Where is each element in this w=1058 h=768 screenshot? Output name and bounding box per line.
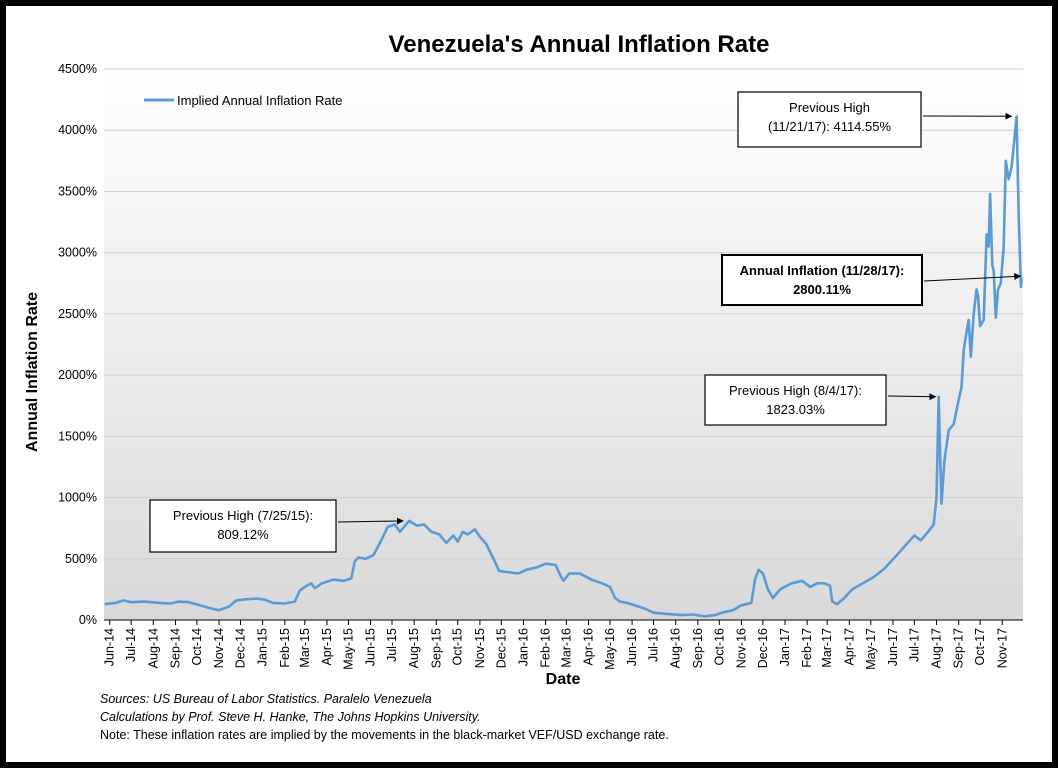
annotations-layer: Previous High (7/25/15):809.12%Previous … <box>149 91 1022 553</box>
chart-title: Venezuela's Annual Inflation Rate <box>389 31 770 58</box>
annotation-text: Previous High (7/25/15): <box>173 508 313 523</box>
x-tick-label: Nov-14 <box>212 628 226 668</box>
y-tick-label: 1500% <box>58 429 97 443</box>
annotation-box <box>704 374 887 426</box>
x-tick-label: Jun-15 <box>364 628 378 666</box>
annotation-callout: Previous High (7/25/15): 809.12% <box>149 499 404 553</box>
series-line <box>104 115 1023 618</box>
x-tick-label: Dec-15 <box>494 628 508 668</box>
x-tick-label: Aug-16 <box>669 628 683 668</box>
x-tick-label: May-17 <box>864 628 878 670</box>
x-tick-label: Oct-16 <box>712 628 726 666</box>
x-tick-label: Oct-14 <box>190 628 204 666</box>
y-tick-label: 2000% <box>58 368 97 382</box>
inflation-chart: Venezuela's Annual Inflation Rate 0% 500%… <box>24 31 1023 686</box>
annotation-text: 1823.03% <box>766 402 825 417</box>
x-tick-label: Jan-17 <box>778 628 792 666</box>
annotation-arrow <box>337 517 404 525</box>
x-tick-label: Apr-17 <box>842 628 856 666</box>
x-tick-label: Apr-15 <box>320 628 334 666</box>
x-tick-label: Jun-16 <box>625 628 639 666</box>
gridlines <box>104 68 1023 560</box>
x-tick-label: Mar-16 <box>559 628 573 668</box>
x-axis-label: Date <box>546 671 581 686</box>
y-axis-ticks: 0% 500% 1000% 1500% 2000% 2500% 3000% 3500% 4000… <box>58 62 97 627</box>
annotation-text: Annual Inflation (11/28/17): <box>740 263 905 278</box>
x-tick-label: Aug-17 <box>930 628 944 668</box>
annotation-text: 809.12% <box>217 527 269 542</box>
x-tick-label: Jan-16 <box>516 628 530 666</box>
y-tick-label: 2500% <box>58 307 97 321</box>
annotation-arrow <box>887 393 937 401</box>
x-tick-label: Nov-17 <box>995 628 1009 668</box>
x-tick-label: Feb-15 <box>278 628 292 668</box>
x-tick-label: Jul-17 <box>907 628 921 662</box>
annotation-arrow <box>923 272 1022 282</box>
x-tick-label: Sep-14 <box>168 628 182 668</box>
x-tick-label: Nov-15 <box>473 628 487 668</box>
y-tick-label: 500% <box>65 552 97 566</box>
y-tick-label: 3000% <box>58 246 97 260</box>
x-tick-label: Jun-14 <box>103 628 117 666</box>
x-tick-label: Aug-14 <box>146 628 160 668</box>
x-axis-ticks: Jun-14 Jul-14 Aug-14 Sep-14 Oct-14 Nov-14 Dec-… <box>103 620 1009 670</box>
x-tick-label: Aug-15 <box>407 628 421 668</box>
x-tick-label: May-15 <box>341 628 355 670</box>
annotation-text: Previous High (8/4/17): <box>729 383 862 398</box>
sources-line-1: Sources: US Bureau of Labor Statistics. … <box>100 692 432 706</box>
x-tick-label: Oct-17 <box>973 628 987 666</box>
legend-label: Implied Annual Inflation Rate <box>177 93 343 108</box>
x-tick-label: Feb-16 <box>539 628 553 668</box>
annotation-callout: Annual Inflation (11/28/17): 2800.11% <box>721 254 1022 306</box>
series-layer <box>104 115 1023 618</box>
y-tick-label: 0% <box>79 613 97 627</box>
chart-frame: Venezuela's Annual Inflation Rate 0% 500%… <box>6 6 1052 762</box>
annotation-box <box>149 499 337 553</box>
y-axis-label: Annual Inflation Rate <box>24 292 41 452</box>
x-tick-label: Apr-16 <box>582 628 596 666</box>
x-tick-label: Mar-17 <box>820 628 834 668</box>
x-tick-label: Jul-14 <box>124 628 138 662</box>
x-tick-label: May-16 <box>603 628 617 670</box>
x-tick-label: Oct-15 <box>451 628 465 666</box>
y-tick-label: 1000% <box>58 491 97 505</box>
annotation-text: (11/21/17): 4114.55% <box>768 119 892 134</box>
x-tick-label: Nov-16 <box>734 628 748 668</box>
x-tick-label: Jan-15 <box>256 628 270 666</box>
annotation-box <box>737 91 922 148</box>
x-tick-label: Sep-17 <box>952 628 966 668</box>
y-tick-label: 3500% <box>58 184 97 198</box>
x-tick-label: Dec-14 <box>233 628 247 668</box>
annotation-box <box>721 254 923 306</box>
x-tick-label: Dec-16 <box>756 628 770 668</box>
x-tick-label: Feb-17 <box>800 628 814 668</box>
annotation-text: Previous High <box>789 100 870 115</box>
sources-line-2: Calculations by Prof. Steve H. Hanke, Th… <box>100 710 481 724</box>
annotation-callout: Previous High (8/4/17): 1823.03% <box>704 374 937 426</box>
x-tick-label: Jul-15 <box>385 628 399 662</box>
x-tick-label: Sep-16 <box>691 628 705 668</box>
annotation-callout: Previous High (11/21/17): 4114.55% <box>737 91 1013 148</box>
annotation-text: 2800.11% <box>793 282 851 297</box>
legend: Implied Annual Inflation Rate <box>144 93 343 108</box>
x-tick-label: Jun-17 <box>886 628 900 666</box>
y-tick-label: 4000% <box>58 123 97 137</box>
x-tick-label: Sep-15 <box>429 628 443 668</box>
sources-note: Note: These inflation rates are implied … <box>100 728 669 742</box>
x-tick-label: Mar-15 <box>298 628 312 668</box>
y-tick-label: 4500% <box>58 62 97 76</box>
x-tick-label: Jul-16 <box>647 628 661 662</box>
